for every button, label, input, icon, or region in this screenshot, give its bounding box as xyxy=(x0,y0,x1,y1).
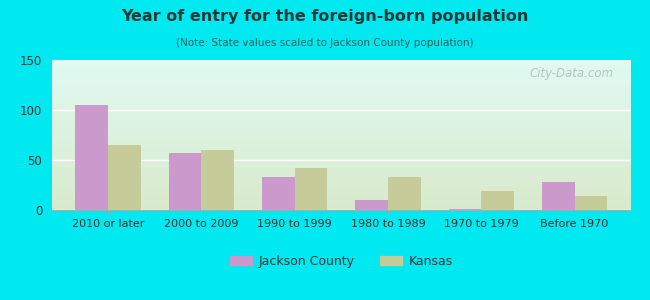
Bar xyxy=(575,196,607,210)
Bar xyxy=(448,209,481,210)
Bar xyxy=(388,177,421,210)
Text: Year of entry for the foreign-born population: Year of entry for the foreign-born popul… xyxy=(122,9,528,24)
Bar xyxy=(168,153,202,210)
Bar xyxy=(356,200,388,210)
Bar xyxy=(542,182,575,210)
Bar xyxy=(262,177,294,210)
Bar xyxy=(108,145,140,210)
Text: City-Data.com: City-Data.com xyxy=(529,68,613,80)
Bar xyxy=(481,191,514,210)
Bar xyxy=(202,150,234,210)
Text: (Note: State values scaled to Jackson County population): (Note: State values scaled to Jackson Co… xyxy=(176,38,474,47)
Bar xyxy=(75,105,108,210)
Legend: Jackson County, Kansas: Jackson County, Kansas xyxy=(225,250,458,273)
Bar xyxy=(294,168,327,210)
